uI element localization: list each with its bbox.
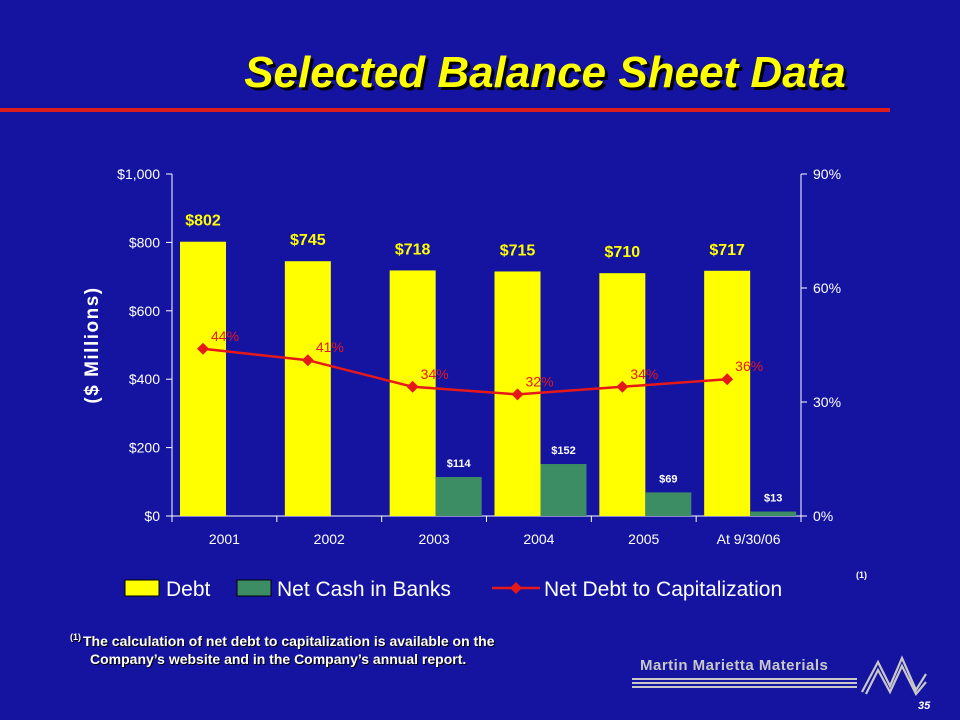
footnote-line-2: Company’s website and in the Company’s a… <box>90 651 467 667</box>
debt-bar-label: $717 <box>709 242 745 259</box>
footnote-marker: (1) <box>70 632 81 642</box>
y-tick-label: $200 <box>129 440 160 456</box>
net-cash-bar-label: $69 <box>659 473 677 485</box>
debt-bar <box>180 241 226 516</box>
ratio-marker <box>197 342 209 355</box>
plot-area <box>172 174 801 516</box>
net-cash-bar <box>750 511 797 516</box>
legend-net-cash-swatch <box>236 579 272 597</box>
x-tick-label: 2002 <box>314 531 345 547</box>
ratio-label: 34% <box>421 366 449 382</box>
debt-bar-label: $710 <box>605 244 641 261</box>
net-cash-bar-label: $152 <box>551 445 575 457</box>
y2-tick-label: 0% <box>813 508 833 524</box>
y-tick-label: $800 <box>129 234 160 250</box>
balance-sheet-chart: $0 $200 $400 $600 $800 $1,000 0% 30% 60% 90% ($ Mi… <box>82 166 867 601</box>
debt-bar <box>389 270 436 516</box>
y2-tick-label: 30% <box>813 394 841 410</box>
y-tick-label: $0 <box>144 508 160 524</box>
legend-debt-swatch <box>124 579 160 597</box>
x-tick-label: 2001 <box>209 531 240 547</box>
y-tick-label: $1,000 <box>117 166 160 182</box>
company-logo-text: Martin Marietta Materials <box>640 657 829 674</box>
x-tick-label: 2004 <box>523 531 554 547</box>
legend-debt-label: Debt <box>166 578 211 601</box>
footnote-line-1: The calculation of net debt to capitaliz… <box>83 633 495 649</box>
ratio-label: 32% <box>526 373 554 389</box>
ratio-label: 44% <box>211 328 239 344</box>
debt-bar-label: $718 <box>395 241 431 258</box>
ratio-marker <box>406 380 419 393</box>
ratio-marker <box>616 380 629 393</box>
x-tick-label: 2003 <box>419 531 450 547</box>
ratio-label: 41% <box>316 339 344 355</box>
ratio-marker <box>301 354 314 367</box>
y2-tick-label: 60% <box>813 280 841 296</box>
ratio-line <box>202 347 728 396</box>
ratio-label: 36% <box>735 358 763 374</box>
x-tick-label: 2005 <box>628 531 659 547</box>
y-axis-title: ($ Millions) <box>82 286 103 403</box>
ratio-label: 34% <box>630 366 658 382</box>
page-number: 35 <box>918 700 931 712</box>
debt-bar <box>704 270 751 516</box>
mountain-logo-icon <box>861 655 927 696</box>
legend-footnote-marker: (1) <box>856 570 867 580</box>
footnote: (1) The calculation of net debt to capita… <box>70 628 630 668</box>
debt-bar <box>284 261 331 516</box>
debt-bar-label: $715 <box>500 242 536 259</box>
ratio-marker <box>721 373 734 386</box>
legend-net-cash-label: Net Cash in Banks <box>277 578 451 601</box>
y2-tick-label: 90% <box>813 166 841 182</box>
ratio-marker <box>511 388 524 401</box>
net-cash-bar <box>645 492 692 516</box>
net-cash-bar-label: $114 <box>447 458 472 470</box>
debt-bar-label: $745 <box>290 232 326 249</box>
slide-title: Selected Balance Sheet Data <box>244 48 846 97</box>
y-tick-label: $400 <box>129 371 160 387</box>
logo-stripes <box>632 678 857 688</box>
net-cash-bar <box>435 477 482 516</box>
title-divider <box>0 108 890 112</box>
x-tick-label: At 9/30/06 <box>717 531 781 547</box>
legend-ratio-label: Net Debt to Capitalization <box>544 578 782 601</box>
y-tick-label: $600 <box>129 303 160 319</box>
legend-ratio-marker <box>510 582 522 594</box>
debt-bar <box>599 273 646 516</box>
net-cash-bar <box>540 464 587 516</box>
net-cash-bar-label: $13 <box>764 493 782 505</box>
debt-bar-label: $802 <box>185 213 221 230</box>
